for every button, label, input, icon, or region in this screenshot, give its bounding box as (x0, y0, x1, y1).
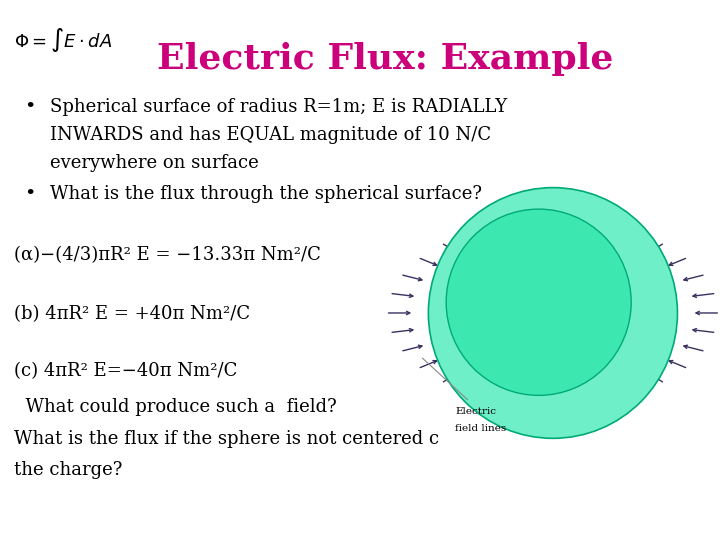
Text: Electric: Electric (456, 407, 496, 416)
Text: (b) 4πR² E = +40π Nm²/C: (b) 4πR² E = +40π Nm²/C (14, 306, 251, 323)
Text: What is the flux if the sphere is not centered c: What is the flux if the sphere is not ce… (14, 429, 439, 448)
Text: field lines: field lines (456, 424, 507, 433)
Text: INWARDS and has EQUAL magnitude of 10 N/C: INWARDS and has EQUAL magnitude of 10 N/… (50, 126, 491, 144)
Text: (α)−(4/3)πR² E = −13.33π Nm²/C: (α)−(4/3)πR² E = −13.33π Nm²/C (14, 246, 321, 265)
Text: everywhere on surface: everywhere on surface (50, 154, 258, 172)
Text: Electric Flux: Example: Electric Flux: Example (158, 42, 614, 76)
Ellipse shape (428, 187, 678, 438)
Text: Spherical surface of radius R=1m; E is RADIALLY: Spherical surface of radius R=1m; E is R… (50, 98, 507, 116)
Text: What could produce such a  field?: What could produce such a field? (14, 399, 337, 416)
Ellipse shape (446, 209, 631, 395)
Text: What is the flux through the spherical surface?: What is the flux through the spherical s… (50, 185, 482, 202)
Text: (c) 4πR² E=−40π Nm²/C: (c) 4πR² E=−40π Nm²/C (14, 362, 238, 380)
Text: $\Phi = \int E \cdot dA$: $\Phi = \int E \cdot dA$ (14, 25, 112, 53)
Text: •: • (24, 185, 35, 202)
Text: •: • (24, 98, 35, 116)
Text: the charge?: the charge? (14, 461, 122, 479)
